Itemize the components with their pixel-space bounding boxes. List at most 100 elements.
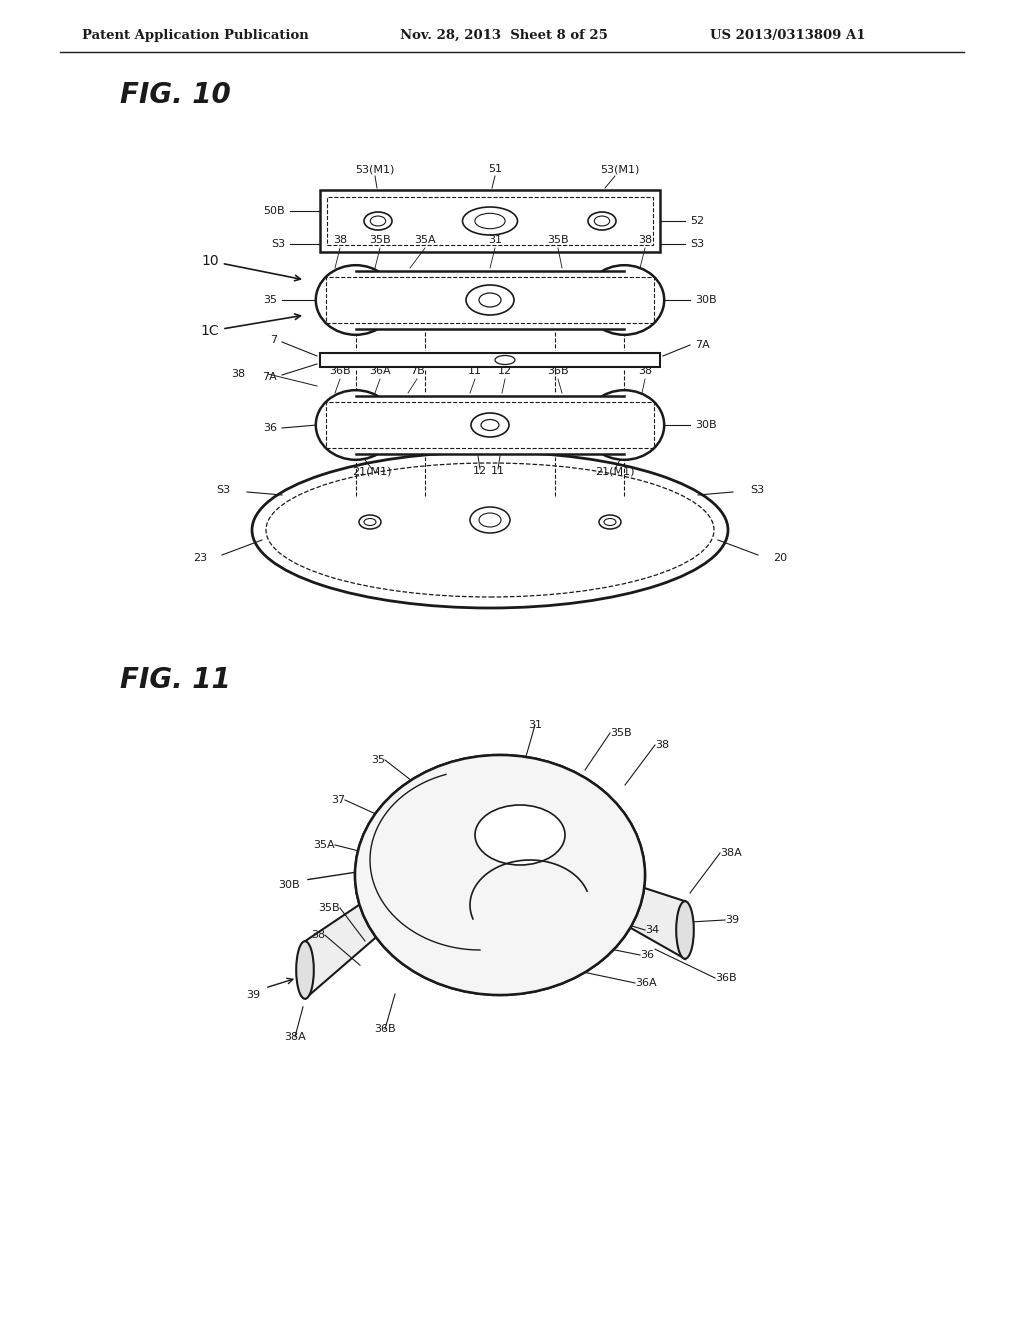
- Text: 30B: 30B: [279, 880, 300, 890]
- Text: 52: 52: [690, 216, 705, 226]
- Text: 30B: 30B: [695, 294, 717, 305]
- Text: 31: 31: [488, 235, 502, 246]
- Bar: [341, 271, 639, 329]
- Ellipse shape: [481, 420, 499, 430]
- Text: 51: 51: [488, 164, 502, 174]
- Text: S3: S3: [750, 484, 764, 495]
- Text: 38: 38: [311, 931, 325, 940]
- Text: 10: 10: [201, 253, 300, 281]
- Text: 39: 39: [725, 915, 739, 925]
- Ellipse shape: [315, 265, 395, 335]
- Ellipse shape: [585, 391, 665, 459]
- Bar: [319, 271, 660, 329]
- Text: 12: 12: [498, 366, 512, 376]
- Ellipse shape: [296, 941, 313, 999]
- Text: 37: 37: [331, 795, 345, 805]
- Text: 12: 12: [473, 466, 487, 477]
- Bar: [327, 197, 653, 246]
- Text: 36B: 36B: [715, 973, 736, 983]
- Ellipse shape: [588, 213, 616, 230]
- Text: US 2013/0313809 A1: US 2013/0313809 A1: [710, 29, 865, 41]
- Text: 53(M1): 53(M1): [600, 164, 640, 174]
- Text: 7A: 7A: [262, 372, 278, 381]
- Text: 23: 23: [193, 553, 207, 564]
- Text: Nov. 28, 2013  Sheet 8 of 25: Nov. 28, 2013 Sheet 8 of 25: [400, 29, 608, 41]
- Ellipse shape: [355, 755, 645, 995]
- Text: 38A: 38A: [284, 1032, 306, 1041]
- Text: 38: 38: [638, 235, 652, 246]
- Text: 7B: 7B: [410, 366, 424, 376]
- Text: 35: 35: [263, 294, 278, 305]
- Ellipse shape: [594, 216, 609, 226]
- Text: 21(M1): 21(M1): [595, 466, 635, 477]
- Ellipse shape: [364, 213, 392, 230]
- Text: 38: 38: [638, 366, 652, 376]
- Bar: [319, 396, 660, 454]
- Text: 7: 7: [270, 335, 278, 345]
- Bar: [326, 403, 654, 447]
- Text: 35B: 35B: [547, 235, 568, 246]
- Text: 20: 20: [773, 553, 787, 564]
- Text: 36: 36: [640, 950, 654, 960]
- Text: S3: S3: [271, 239, 285, 249]
- Bar: [319, 352, 660, 367]
- Bar: [341, 396, 639, 454]
- Text: 50B: 50B: [263, 206, 285, 216]
- Bar: [326, 277, 654, 323]
- Ellipse shape: [315, 391, 395, 459]
- Text: 1C: 1C: [201, 314, 300, 338]
- Text: 11: 11: [490, 466, 505, 477]
- Ellipse shape: [475, 805, 565, 865]
- Ellipse shape: [475, 805, 565, 865]
- Text: 38: 38: [230, 370, 245, 379]
- Ellipse shape: [676, 902, 694, 958]
- Ellipse shape: [479, 293, 501, 308]
- Text: S3: S3: [216, 484, 230, 495]
- Text: 11: 11: [468, 366, 482, 376]
- Text: 36A: 36A: [635, 978, 656, 987]
- Ellipse shape: [604, 519, 616, 525]
- Ellipse shape: [371, 216, 386, 226]
- Text: 34: 34: [645, 925, 659, 935]
- Ellipse shape: [252, 451, 728, 609]
- Text: 39: 39: [246, 990, 260, 1001]
- Text: 7A: 7A: [695, 341, 710, 350]
- Text: 36: 36: [263, 422, 278, 433]
- Text: 21(M1): 21(M1): [352, 466, 392, 477]
- Text: FIG. 10: FIG. 10: [120, 81, 230, 110]
- Text: 35: 35: [371, 755, 385, 766]
- Text: FIG. 11: FIG. 11: [120, 667, 230, 694]
- Ellipse shape: [364, 519, 376, 525]
- Text: 35B: 35B: [318, 903, 340, 913]
- Ellipse shape: [463, 207, 517, 235]
- Bar: [319, 190, 660, 252]
- Ellipse shape: [470, 507, 510, 533]
- Text: S3: S3: [690, 239, 705, 249]
- Text: 36B: 36B: [547, 366, 568, 376]
- Text: 36A: 36A: [370, 366, 391, 376]
- Ellipse shape: [355, 755, 645, 995]
- Text: 38A: 38A: [720, 847, 741, 858]
- Ellipse shape: [475, 214, 505, 228]
- Text: 36B: 36B: [329, 366, 351, 376]
- Text: 35A: 35A: [313, 840, 335, 850]
- Ellipse shape: [599, 515, 621, 529]
- Text: 36B: 36B: [374, 1024, 396, 1034]
- Text: 38: 38: [655, 741, 669, 750]
- Text: 30B: 30B: [695, 420, 717, 430]
- Ellipse shape: [359, 515, 381, 529]
- Text: 31: 31: [528, 719, 542, 730]
- Ellipse shape: [471, 413, 509, 437]
- Ellipse shape: [495, 355, 515, 364]
- Polygon shape: [580, 867, 685, 958]
- Text: 35A: 35A: [414, 235, 436, 246]
- Text: 35B: 35B: [370, 235, 391, 246]
- Text: Patent Application Publication: Patent Application Publication: [82, 29, 309, 41]
- Polygon shape: [305, 863, 420, 999]
- Text: 35B: 35B: [610, 729, 632, 738]
- Ellipse shape: [585, 265, 665, 335]
- Text: 53(M1): 53(M1): [355, 164, 394, 174]
- Ellipse shape: [466, 285, 514, 315]
- Text: 38: 38: [333, 235, 347, 246]
- Ellipse shape: [479, 513, 501, 527]
